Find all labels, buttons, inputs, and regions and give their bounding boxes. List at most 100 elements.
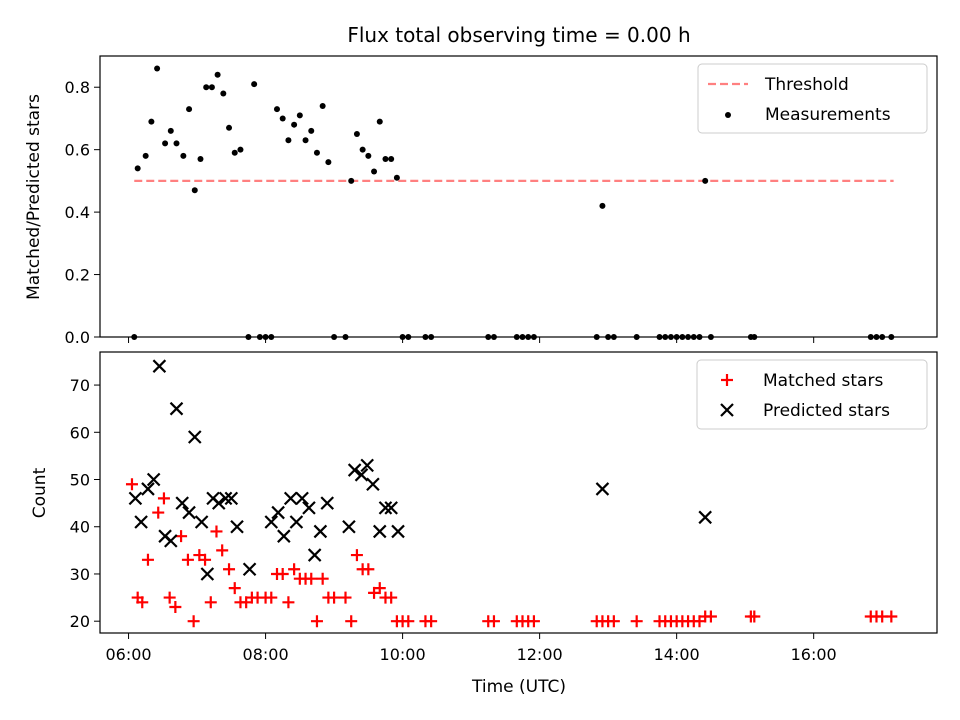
count-series-0-point-9 [181, 553, 194, 566]
count-series-0-point-54 [527, 615, 540, 628]
count-marks [125, 359, 898, 628]
count-series-0-point-2 [136, 596, 149, 609]
count-series-1-point-36 [384, 501, 398, 515]
count-series-1-point-6 [164, 534, 178, 548]
count-series-0-point-37 [350, 549, 363, 562]
ratio-series-0-point-31 [313, 149, 320, 156]
ratio-series-0-point-29 [302, 137, 309, 144]
predicted-legend-swatch [720, 403, 734, 417]
count-series-0-point-25 [276, 567, 289, 580]
count-series-0-point-43 [385, 591, 398, 604]
ratio-series-0-point-24 [273, 106, 280, 113]
x-tick-label-3: 12:00 [517, 645, 563, 664]
predicted-legend-label: Predicted stars [763, 401, 890, 421]
count-series-0-point-71 [748, 610, 761, 623]
count-y-tick-label-5: 70 [70, 376, 90, 395]
ratio-series-0-point-38 [359, 146, 366, 153]
ratio-axes-frame [99, 55, 938, 338]
ratio-series-0-point-10 [191, 187, 198, 194]
count-series-0-point-36 [345, 615, 358, 628]
ratio-series-0-point-36 [348, 177, 355, 184]
ratio-x-ticks [128, 337, 815, 343]
ratio-series-0-point-18 [237, 146, 244, 153]
ratio-series-0-point-56 [599, 202, 606, 209]
ratio-y-tick-label-4: 0.8 [65, 78, 90, 97]
ratio-series-0-point-1 [134, 165, 141, 172]
count-series-1-point-23 [289, 515, 304, 529]
count-series-0-point-59 [630, 615, 643, 628]
count-series-1-point-19 [264, 515, 279, 529]
ratio-legend-box [697, 63, 928, 134]
ratio-y-tick-label-3: 0.6 [65, 141, 90, 160]
ratio-series-0-point-7 [173, 140, 180, 147]
ratio-series-0-point-14 [214, 71, 221, 78]
count-series-1-point-33 [366, 477, 380, 492]
count-series-1-point-31 [354, 468, 369, 482]
count-y-tick-label-3: 50 [70, 471, 90, 490]
count-x-ticks: 06:00 08:00 10:00 12:00 14:00 16:00 [105, 633, 837, 664]
count-series-0-point-46 [402, 615, 415, 628]
ratio-series-0-point-43 [388, 156, 395, 163]
count-series-0-point-3 [141, 553, 154, 566]
ratio-series-0-point-44 [393, 174, 400, 181]
count-axes-frame [99, 351, 938, 634]
count-series-1-point-38 [595, 482, 610, 496]
count-y-tick-label-0: 20 [70, 612, 90, 631]
count-series-0-point-32 [316, 572, 329, 585]
x-tick-label-5: 16:00 [791, 645, 837, 664]
count-series-1-point-34 [372, 524, 387, 539]
ratio-y-tick-label-1: 0.2 [65, 266, 90, 285]
count-series-1-point-26 [307, 548, 322, 562]
ratio-y-tick-label-2: 0.4 [65, 203, 90, 222]
ratio-series-0-point-13 [208, 84, 215, 91]
count-series-0-point-23 [265, 591, 278, 604]
ratio-series-0-point-11 [197, 156, 204, 163]
count-series-1-point-16 [224, 491, 239, 506]
ratio-series-0-point-42 [382, 156, 389, 163]
count-series-0-point-12 [199, 553, 212, 566]
count-series-1-point-3 [146, 472, 161, 487]
ratio-series-0-point-68 [702, 177, 709, 184]
count-series-0-point-0 [125, 478, 138, 491]
count-y-tick-label-2: 40 [70, 518, 90, 537]
ratio-series-0-point-26 [285, 137, 292, 144]
ratio-series-0-point-17 [231, 149, 238, 156]
x-tick-label-2: 10:00 [380, 645, 426, 664]
ratio-series-0-point-32 [319, 102, 326, 109]
count-y-tick-label-4: 60 [70, 423, 90, 442]
count-series-1-point-12 [200, 567, 215, 581]
count-series-1-point-0 [128, 491, 143, 506]
measurements-legend-swatch [725, 112, 731, 118]
matched-legend-swatch [721, 374, 733, 386]
ratio-series-0-point-6 [167, 127, 174, 134]
ratio-series-0-point-37 [353, 131, 360, 138]
ratio-series-0-point-39 [365, 152, 372, 159]
count-series-0-point-31 [310, 615, 323, 628]
x-tick-label-0: 06:00 [105, 645, 151, 664]
ratio-series-0-point-28 [296, 112, 303, 119]
count-y-ticks: 20 30 40 50 60 70 [70, 376, 100, 631]
matched-legend-label: Matched stars [763, 371, 883, 391]
ratio-series-0-point-12 [203, 84, 210, 91]
count-series-1-point-10 [187, 430, 202, 444]
count-series-0-point-27 [288, 563, 301, 576]
ratio-series-0-point-19 [251, 81, 258, 88]
count-series-0-point-69 [704, 610, 717, 623]
count-series-1-point-35 [378, 501, 393, 515]
ratio-legend: Threshold Measurements [697, 63, 928, 134]
count-series-1-point-11 [194, 515, 209, 529]
threshold-legend-label: Threshold [764, 75, 849, 95]
ratio-series-0-point-9 [186, 106, 193, 113]
count-series-1-point-15 [218, 491, 233, 506]
count-series-1-point-28 [320, 496, 335, 510]
x-axis-label: Time (UTC) [471, 677, 566, 697]
count-series-0-point-5 [157, 492, 170, 505]
count-series-1-point-14 [211, 496, 226, 510]
ratio-series-0-point-33 [325, 159, 332, 166]
count-series-1-point-20 [271, 505, 285, 520]
count-series-1-point-4 [152, 359, 167, 373]
count-series-1-point-24 [295, 491, 309, 506]
count-series-1-point-32 [360, 458, 374, 473]
count-series-1-point-25 [302, 501, 316, 515]
